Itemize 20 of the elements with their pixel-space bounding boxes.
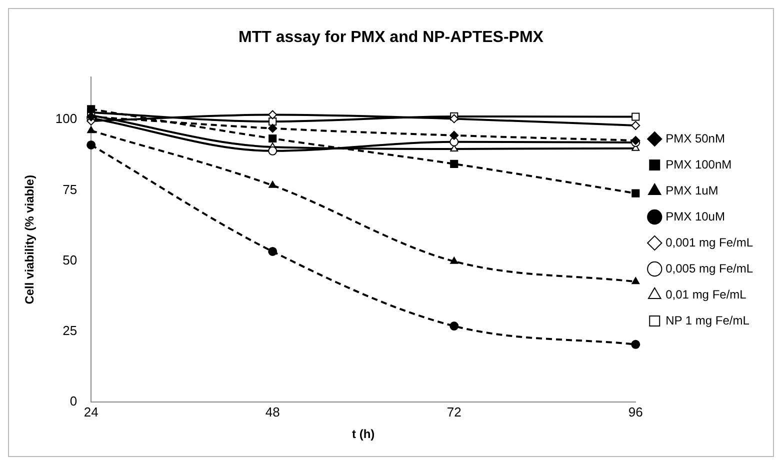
chart-title: MTT assay for PMX and NP-APTES-PMX [238,29,544,46]
legend-label: PMX 1uM [666,183,718,198]
x-tick-label: 96 [628,404,643,420]
x-tick-label: 72 [446,404,462,420]
y-tick-label: 100 [55,111,78,126]
x-tick-label: 48 [265,404,280,420]
y-tick-label: 25 [62,322,78,338]
legend-label: NP 1 mg Fe/mL [666,313,750,328]
y-tick-label: 75 [62,182,78,197]
legend-label: PMX 10uM [666,209,725,224]
legend-label: 0,001 mg Fe/mL [666,235,754,250]
x-tick-label: 24 [84,404,98,420]
y-tick-label: 50 [62,252,78,268]
x-axis-title: t (h) [352,427,375,442]
y-axis-title: Cell viability (% viable) [22,174,37,304]
legend-label: PMX 100nM [666,157,732,172]
legend-label: PMX 50nM [666,131,725,146]
y-tick-label: 0 [70,394,78,409]
legend-label: 0,005 mg Fe/mL [666,261,754,276]
legend-label: 0,01 mg Fe/mL [666,287,747,302]
